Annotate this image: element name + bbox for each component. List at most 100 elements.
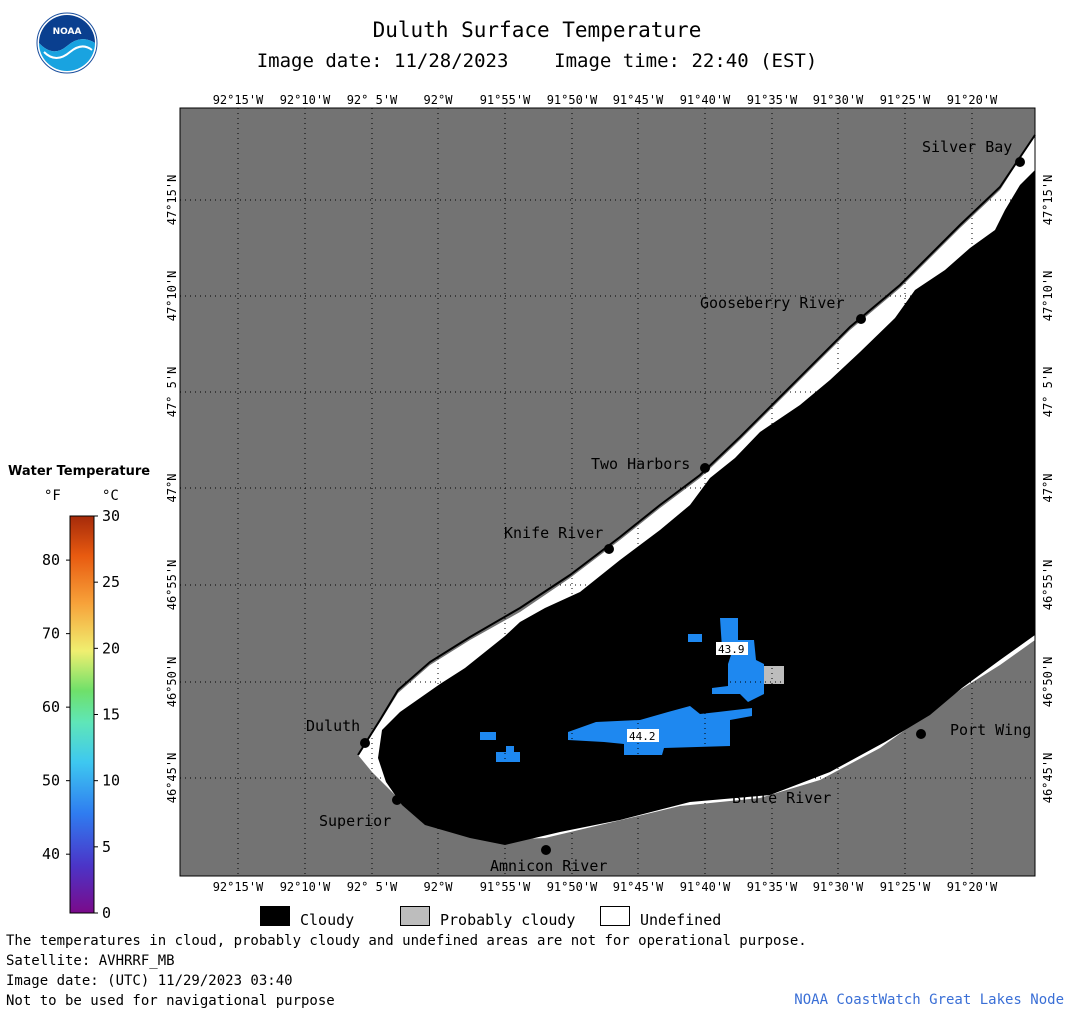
place-label: Amnicon River [490,857,607,875]
coastline [357,134,1036,756]
lat-label-left: 47° 5'N [165,367,179,418]
lon-label-bottom: 92° 5'W [347,880,398,894]
longitude-labels-bottom: 92°15'W 92°10'W 92° 5'W 92°W 91°55'W 91°50'W 9… [213,880,998,894]
page-title: Duluth Surface Temperature [372,18,702,42]
lon-label-bottom: 91°35'W [747,880,798,894]
lon-label-top: 92°W [424,93,454,107]
lat-label-left: 46°45'N [165,753,179,804]
place-dot-icon [1015,157,1025,167]
probably-cloudy-area [764,666,784,684]
temperature-label: 44.2 [629,730,656,743]
lon-label-bottom: 91°55'W [480,880,531,894]
lon-label-top: 91°50'W [547,93,598,107]
place-dot-icon [700,463,710,473]
place-label: Brule River [732,789,831,807]
key-swatch [260,906,290,926]
place-dot-icon [604,544,614,554]
lat-lon-grid [180,108,1035,876]
lon-label-bottom: 91°25'W [880,880,931,894]
fahrenheit-tick-label: 80 [42,551,60,569]
key-swatch [400,906,430,926]
place-label: Superior [319,812,391,830]
celsius-tick-label: 25 [102,573,120,591]
key-label: Undefined [640,911,722,929]
lon-label-top: 91°40'W [680,93,731,107]
place-dot-icon [360,738,370,748]
lon-label-bottom: 91°45'W [613,880,664,894]
lon-label-top: 92°15'W [213,93,264,107]
lat-label-right: 47°10'N [1041,271,1055,322]
lon-label-bottom: 92°15'W [213,880,264,894]
image-date-time: Image date: 11/28/2023 Image time: 22:40… [0,50,1074,72]
lat-label-left: 46°50'N [165,657,179,708]
lat-label-right: 47°15'N [1041,175,1055,226]
lon-label-bottom: 91°40'W [680,880,731,894]
lon-label-top: 91°25'W [880,93,931,107]
temperature-label-bg [627,729,659,742]
note-navigation: Not to be used for navigational purpose [6,993,335,1009]
lon-label-top: 91°30'W [813,93,864,107]
celsius-tick-label: 30 [102,507,120,525]
note-satellite: Satellite: AVHRRF_MB [6,953,175,969]
lat-label-left: 47°N [165,474,179,503]
lat-label-left: 46°55'N [165,560,179,611]
logo-text: NOAA [53,27,82,37]
lon-label-bottom: 92°W [424,880,454,894]
fahrenheit-tick-label: 50 [42,772,60,790]
lat-label-right: 47° 5'N [1041,367,1055,418]
place-label: Silver Bay [922,138,1012,156]
place-dot-icon [737,772,747,782]
lat-label-right: 47°N [1041,474,1055,503]
fahrenheit-tick-label: 70 [42,625,60,643]
water-temperature-areas [480,618,764,762]
key-swatch [600,906,630,926]
temperature-labels: 43.9 44.2 [627,642,748,743]
unit-celsius: °C [102,488,119,504]
place-dot-icon [541,845,551,855]
lat-label-left: 47°15'N [165,175,179,226]
lon-label-top: 91°35'W [747,93,798,107]
place-markers: Silver Bay Gooseberry River Two Harbors Kni… [306,138,1031,875]
note-operational: The temperatures in cloud, probably clou… [6,933,807,949]
latitude-labels-right: 47°15'N 47°10'N 47° 5'N 47°N 46°55'N 46°50'N 4… [1041,175,1055,804]
image-time: 22:40 (EST) [691,50,818,72]
celsius-tick-label: 0 [102,904,111,922]
lon-label-top: 92° 5'W [347,93,398,107]
map-area [180,108,1035,876]
place-label: Port Wing [950,721,1031,739]
lat-label-right: 46°45'N [1041,753,1055,804]
lat-label-right: 46°55'N [1041,560,1055,611]
fahrenheit-tick-label: 40 [42,845,60,863]
lon-label-bottom: 91°30'W [813,880,864,894]
unit-fahrenheit: °F [44,488,61,504]
lon-label-top: 91°45'W [613,93,664,107]
celsius-tick-label: 15 [102,706,120,724]
longitude-labels-top: 92°15'W 92°10'W 92° 5'W 92°W 91°55'W 91°50'W 9… [213,93,998,107]
temperature-label: 43.9 [718,643,745,656]
place-dot-icon [392,795,402,805]
place-label: Gooseberry River [700,294,845,312]
place-label: Knife River [504,524,603,542]
lat-label-right: 46°50'N [1041,657,1055,708]
image-date: 11/28/2023 [394,50,509,72]
celsius-tick-label: 5 [102,838,111,856]
place-label: Duluth [306,717,360,735]
key-label: Cloudy [300,911,355,929]
map-border [179,107,1036,877]
lon-label-bottom: 91°50'W [547,880,598,894]
key-label: Probably cloudy [440,911,576,929]
time-label: Image time: [554,50,680,72]
lat-label-left: 47°10'N [165,271,179,322]
temperature-label-bg [716,642,748,655]
lon-label-bottom: 92°10'W [280,880,331,894]
color-bar [69,515,95,914]
credit: NOAA CoastWatch Great Lakes Node [794,992,1064,1008]
lon-label-top: 91°20'W [947,93,998,107]
date-label: Image date: [256,50,383,72]
lon-label-bottom: 91°20'W [947,880,998,894]
cloud-area [378,170,1035,845]
place-label: Two Harbors [591,455,690,473]
latitude-labels-left: 47°15'N 47°10'N 47° 5'N 47°N 46°55'N 46°50'N 4… [165,175,179,804]
